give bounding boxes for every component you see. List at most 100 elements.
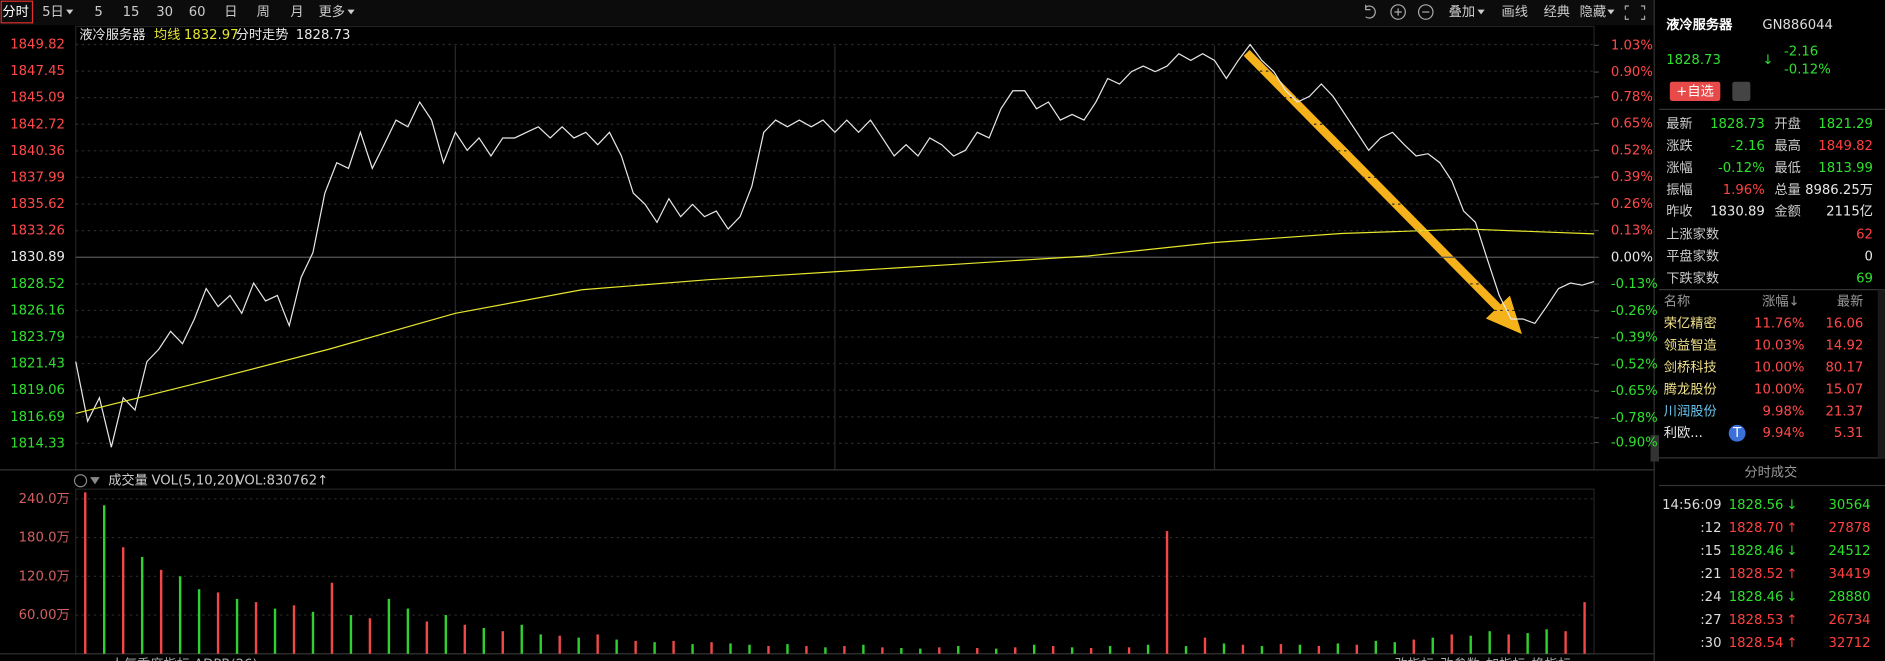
tool-button[interactable]: 叠加 — [1449, 4, 1475, 20]
zoom-out-icon[interactable] — [1417, 4, 1434, 20]
tick-dir: ↑ — [1786, 567, 1797, 582]
dropdown-icon[interactable] — [90, 477, 100, 485]
period-tab[interactable]: 60 — [189, 5, 206, 20]
volume-bar — [84, 492, 87, 654]
volume-bar — [311, 611, 315, 654]
volume-bar — [805, 646, 808, 654]
volume-bar — [1127, 647, 1131, 654]
period-tab[interactable]: 周 — [257, 5, 270, 20]
tick-time: :15 — [1700, 544, 1721, 559]
volume-bar — [596, 634, 599, 654]
period-tab[interactable]: 5 — [94, 5, 102, 20]
tool-button[interactable]: 画线 — [1502, 4, 1528, 20]
period-tab[interactable]: 月 — [290, 5, 303, 20]
tick-price: 1828.54 — [1729, 636, 1784, 651]
undo-icon[interactable] — [1365, 4, 1376, 19]
volume-bar — [1260, 646, 1264, 654]
tool-button[interactable]: 经典 — [1544, 4, 1570, 20]
tick-time: :24 — [1700, 590, 1721, 605]
y2-tick-label: 0.26% — [1611, 197, 1653, 212]
tick-time: :21 — [1700, 567, 1721, 582]
tick-dir: ↑ — [1786, 636, 1797, 651]
chart-name: 液冷服务器 — [79, 27, 145, 43]
volume-bar — [539, 634, 542, 654]
member-last: 16.06 — [1826, 316, 1864, 331]
period-tab[interactable]: 日 — [224, 5, 237, 20]
trend-label: 分时走势 — [236, 27, 289, 43]
dropdown-icon — [1477, 9, 1485, 15]
tick-time: :30 — [1700, 636, 1721, 651]
volume-bar — [254, 602, 258, 654]
y-tick-label: 1837.99 — [10, 170, 65, 185]
scrollbar[interactable] — [1877, 289, 1885, 458]
volume-bar — [843, 646, 846, 654]
y2-tick-label: -0.65% — [1611, 384, 1658, 399]
y2-tick-label: -0.90% — [1611, 436, 1658, 451]
member-last: 5.31 — [1834, 426, 1863, 441]
help-icon[interactable] — [73, 474, 88, 488]
period-tab[interactable]: 5日 — [42, 5, 64, 20]
volume-bar — [824, 647, 827, 654]
y-tick-label: 1849.82 — [10, 37, 65, 52]
quote-cell: 1813.99 — [1818, 161, 1873, 176]
trend-value: 1828.73 — [296, 28, 351, 43]
volume-bar — [919, 648, 922, 654]
alert-button[interactable] — [1732, 81, 1751, 101]
add-watch-label[interactable]: +自选 — [1676, 83, 1714, 99]
y-tick-label: 1828.52 — [10, 277, 65, 292]
quote-cell: -0.12% — [1718, 161, 1765, 176]
tick-volume: 28880 — [1829, 590, 1871, 605]
fullscreen-icon[interactable] — [1624, 5, 1646, 20]
member-badge-label: T — [1732, 426, 1742, 441]
indicator-button[interactable]: 改指标 — [1395, 657, 1435, 661]
y-tick-label: 1830.89 — [10, 250, 65, 265]
member-name[interactable]: 荣亿精密 — [1664, 314, 1717, 331]
price-line — [75, 43, 1595, 448]
period-tab[interactable]: 15 — [123, 5, 140, 20]
member-pct: 9.94% — [1762, 426, 1804, 441]
y2-tick-label: 0.00% — [1611, 250, 1653, 265]
add-watch-button[interactable] — [1669, 81, 1721, 101]
quote-cell: 金额 — [1774, 204, 1800, 220]
member-name[interactable]: 领益智造 — [1664, 337, 1717, 353]
volume-bar — [425, 621, 429, 654]
change: -2.16 — [1784, 45, 1818, 60]
member-name[interactable]: 腾龙股份 — [1664, 380, 1717, 397]
period-tab[interactable]: 更多 — [319, 3, 345, 20]
member-name[interactable]: 利欧... — [1664, 425, 1703, 441]
volume-bar — [1564, 631, 1567, 654]
y-tick-label: 240.0万 — [19, 492, 70, 507]
tick-volume: 26734 — [1829, 613, 1871, 628]
zoom-in-icon[interactable] — [1390, 4, 1406, 20]
member-name[interactable]: 剑桥科技 — [1664, 359, 1717, 375]
y2-tick-label: -0.39% — [1611, 331, 1658, 346]
volume-bar — [558, 635, 561, 654]
period-tab[interactable]: 30 — [156, 5, 173, 20]
period-tab[interactable]: 分时 — [2, 4, 28, 20]
volume-bar — [1336, 643, 1340, 654]
quote-cell: 涨跌 — [1666, 138, 1692, 154]
member-name[interactable]: 川润股份 — [1664, 403, 1717, 419]
indicator-button[interactable]: 换指标 — [1532, 657, 1572, 661]
volume-bar — [520, 624, 523, 654]
breadth-value: 69 — [1856, 271, 1873, 286]
collapse-handle[interactable] — [1650, 435, 1659, 462]
quote-cell: 最低 — [1774, 160, 1800, 176]
volume-bar — [1374, 640, 1378, 654]
y-tick-label: 1826.16 — [10, 303, 65, 318]
quote-cell: 总量 — [1774, 182, 1800, 198]
y2-tick-label: -0.52% — [1611, 357, 1658, 372]
y-tick-label: 1847.45 — [10, 64, 65, 79]
members-header: 最新 — [1837, 294, 1863, 310]
y2-tick-label: 0.52% — [1611, 143, 1653, 158]
tool-button[interactable]: 隐藏 — [1580, 4, 1606, 20]
member-pct: 10.00% — [1754, 360, 1804, 375]
indicator-button[interactable]: 改参数 — [1440, 656, 1480, 661]
last-price: 1828.73 — [1666, 53, 1721, 68]
volume-bar — [691, 644, 694, 654]
volume-last: VOL:830762↑ — [236, 474, 329, 489]
y-tick-label: 1835.62 — [10, 197, 65, 212]
y2-tick-label: -0.78% — [1611, 411, 1658, 426]
quote-cell: 1849.82 — [1818, 139, 1873, 154]
indicator-button[interactable]: 加指标 — [1486, 657, 1526, 661]
